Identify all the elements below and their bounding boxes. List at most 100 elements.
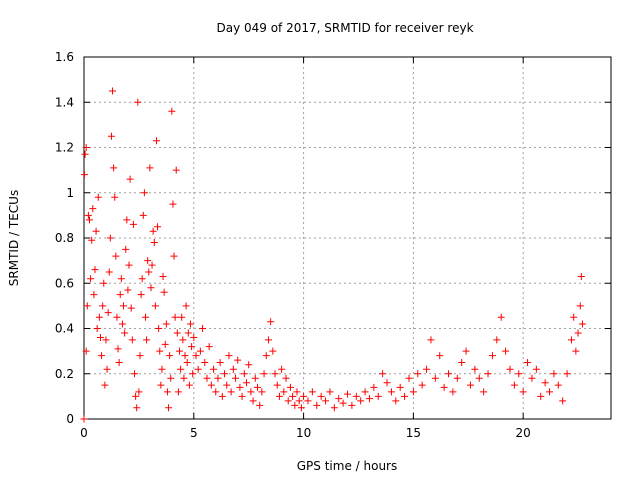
data-point	[567, 336, 575, 344]
data-point	[185, 381, 193, 389]
x-axis-label: GPS time / hours	[297, 459, 398, 473]
data-point	[117, 275, 125, 283]
data-point	[260, 370, 268, 378]
data-point	[271, 370, 279, 378]
data-point	[150, 239, 158, 247]
data-point	[300, 392, 308, 400]
data-point	[458, 358, 466, 366]
data-point	[524, 358, 532, 366]
data-point	[258, 388, 266, 396]
data-point	[210, 365, 218, 373]
data-point	[236, 383, 244, 391]
data-point	[132, 392, 140, 400]
data-point	[392, 397, 400, 405]
data-point	[166, 352, 174, 360]
data-point	[192, 352, 200, 360]
data-point	[170, 252, 178, 260]
data-point	[229, 365, 237, 373]
data-point	[81, 150, 89, 158]
data-point	[143, 336, 151, 344]
data-point	[155, 325, 163, 332]
data-point	[102, 336, 110, 344]
data-point	[157, 381, 165, 389]
data-point	[190, 334, 198, 342]
data-point	[275, 392, 283, 400]
data-point	[515, 370, 523, 378]
data-point	[165, 404, 173, 412]
data-point	[127, 304, 135, 312]
data-point	[151, 302, 159, 310]
data-point	[273, 381, 281, 389]
data-point	[212, 388, 220, 396]
data-point	[203, 374, 211, 382]
data-point	[91, 266, 99, 274]
data-point	[84, 211, 92, 219]
data-point	[163, 388, 171, 396]
data-point	[94, 193, 102, 201]
data-point	[95, 313, 103, 321]
data-point	[440, 383, 448, 391]
data-point	[149, 227, 157, 235]
data-point	[497, 313, 505, 321]
data-point	[85, 216, 93, 224]
data-point	[480, 388, 488, 396]
data-point	[401, 392, 409, 400]
data-point	[92, 227, 100, 235]
data-point	[436, 352, 444, 360]
data-point	[484, 370, 492, 378]
data-point	[240, 370, 248, 378]
data-point	[194, 365, 202, 373]
data-point	[253, 383, 261, 391]
data-point	[537, 392, 545, 400]
data-point	[186, 320, 194, 328]
data-point	[180, 374, 188, 382]
data-point	[313, 401, 321, 409]
data-point	[405, 374, 413, 382]
data-point	[344, 390, 351, 398]
data-point	[96, 334, 104, 342]
x-tick-label: 15	[406, 426, 421, 440]
x-tick-label: 20	[516, 426, 531, 440]
data-point	[427, 336, 435, 344]
data-point	[147, 284, 155, 292]
data-point	[136, 352, 144, 360]
y-tick-label: 1	[66, 186, 74, 200]
data-point	[178, 313, 186, 321]
y-axis-label: SRMTID / TECUs	[7, 190, 21, 286]
chart-title: Day 049 of 2017, SRMTID for receiver rey…	[216, 21, 473, 35]
data-point	[339, 399, 347, 407]
data-point	[370, 383, 378, 391]
data-point	[284, 397, 292, 405]
data-point	[80, 415, 88, 423]
data-point	[576, 302, 584, 310]
data-point	[365, 395, 373, 403]
plot-frame	[83, 56, 612, 420]
data-point	[502, 347, 510, 355]
data-point	[120, 302, 128, 310]
data-point	[125, 261, 133, 269]
data-point	[110, 164, 118, 172]
data-point	[205, 343, 213, 351]
data-point	[238, 392, 246, 400]
data-point	[289, 392, 297, 400]
data-point	[160, 288, 168, 296]
data-point	[396, 383, 404, 391]
y-tick-label: 0.4	[55, 322, 74, 336]
data-point	[449, 388, 457, 396]
data-point	[201, 358, 209, 366]
data-point	[532, 365, 540, 373]
data-point	[101, 381, 109, 389]
data-point	[122, 245, 130, 253]
data-point	[249, 397, 257, 405]
data-point	[179, 336, 187, 344]
data-point	[121, 329, 129, 337]
data-point	[116, 291, 124, 299]
data-point	[282, 374, 290, 382]
data-point	[207, 381, 215, 389]
y-tick-label: 0.6	[55, 276, 74, 290]
data-point	[216, 358, 224, 366]
data-point	[326, 388, 334, 396]
data-point	[352, 392, 360, 400]
data-point	[308, 388, 316, 396]
data-point	[262, 352, 270, 360]
